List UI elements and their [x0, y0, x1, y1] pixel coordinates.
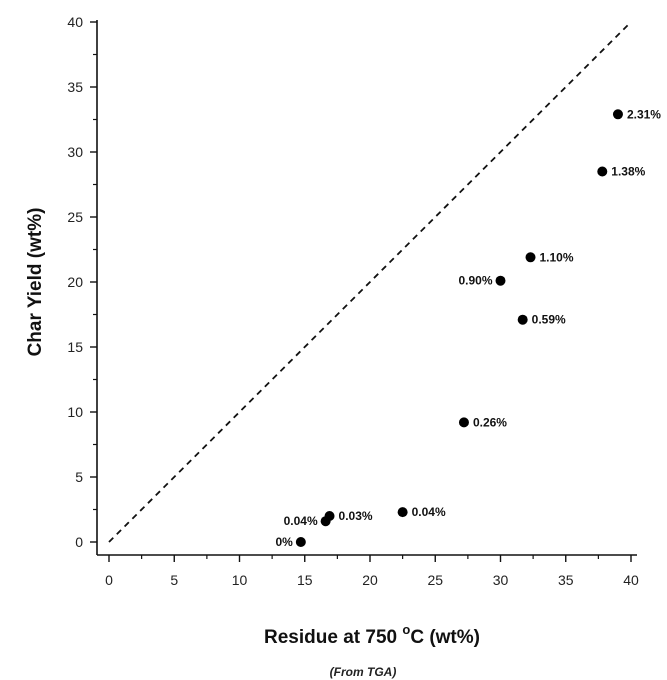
x-tick-label: 0 — [105, 572, 113, 588]
y-tick-label: 40 — [67, 14, 83, 30]
data-label: 0.59% — [532, 313, 566, 327]
y-tick-label: 20 — [67, 274, 83, 290]
data-label: 0.04% — [412, 505, 446, 519]
x-axis-title-main: Residue at 750 — [264, 627, 402, 648]
tick-marks — [90, 21, 632, 562]
data-label: 0.90% — [458, 274, 492, 288]
data-label: 0.26% — [473, 415, 507, 429]
x-tick-label: 30 — [493, 572, 509, 588]
data-label: 0.03% — [339, 509, 373, 523]
data-point — [495, 275, 506, 286]
y-axis-title: Char Yield (wt%) — [25, 208, 46, 357]
y-tick-label: 10 — [67, 404, 83, 420]
tick-labels: 0 5 10 15 20 25 30 35 40 0 5 10 15 20 25 30 35 40 — [67, 14, 639, 588]
y-tick-label: 5 — [75, 469, 83, 485]
y-tick-label: 35 — [67, 79, 83, 95]
x-axis-title-degree: o — [402, 622, 410, 637]
data-points — [295, 109, 623, 547]
data-label: 0% — [275, 535, 293, 549]
data-point — [612, 109, 623, 120]
data-label: 1.38% — [611, 165, 645, 179]
x-tick-label: 35 — [558, 572, 574, 588]
data-point — [295, 537, 306, 547]
data-point — [525, 252, 536, 263]
plot-area: 0 5 10 15 20 25 30 35 40 0 5 10 15 20 25 30 35 40 0% 0.04%… — [67, 14, 661, 588]
x-axis-note: (From TGA) — [330, 665, 397, 679]
x-tick-label: 15 — [297, 572, 313, 588]
x-axis-title-unit: C (wt%) — [410, 627, 480, 648]
data-point — [597, 166, 608, 177]
data-point — [324, 511, 335, 521]
y-tick-label: 15 — [67, 339, 83, 355]
data-point — [458, 417, 469, 428]
x-tick-label: 20 — [362, 572, 378, 588]
x-tick-label: 40 — [623, 572, 639, 588]
data-point — [517, 314, 528, 325]
data-labels: 0% 0.04% 0.03% 0.04% 0.26% 0.90% 1.10% 0.59% 1.3… — [275, 107, 661, 549]
data-point — [397, 507, 408, 518]
data-label: 1.10% — [540, 250, 574, 264]
data-label: 0.04% — [284, 514, 318, 528]
x-tick-label: 25 — [427, 572, 443, 588]
x-tick-label: 10 — [232, 572, 248, 588]
data-label: 2.31% — [627, 107, 661, 121]
y-tick-label: 30 — [67, 144, 83, 160]
y-tick-label: 0 — [75, 534, 83, 550]
x-axis-title: Residue at 750 oC (wt%) — [264, 622, 480, 648]
reference-line — [108, 21, 632, 543]
y-tick-label: 25 — [67, 209, 83, 225]
x-tick-label: 5 — [170, 572, 178, 588]
